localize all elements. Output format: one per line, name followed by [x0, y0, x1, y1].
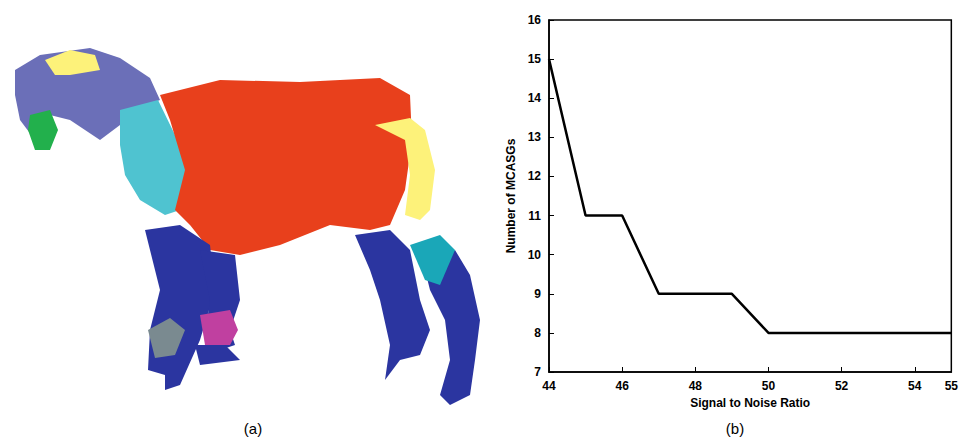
svg-text:11: 11	[528, 209, 541, 223]
svg-text:44: 44	[542, 379, 556, 393]
svg-text:55: 55	[945, 379, 959, 393]
svg-text:52: 52	[835, 379, 849, 393]
html-text:(a): (a)	[243, 420, 263, 437]
html-text:(b): (b)	[725, 420, 745, 437]
svg-text:46: 46	[615, 379, 629, 393]
svg-text:7: 7	[534, 365, 541, 379]
svg-text:48: 48	[689, 379, 703, 393]
svg-text:Number of MCASGs: Number of MCASGs	[504, 138, 518, 253]
svg-text:12: 12	[528, 169, 542, 183]
svg-text:10: 10	[528, 248, 542, 262]
svg-text:Signal to Noise Ratio: Signal to Noise Ratio	[690, 396, 810, 410]
svg-text:13: 13	[528, 130, 542, 144]
svg-text:15: 15	[528, 52, 542, 66]
svg-text:8: 8	[534, 326, 541, 340]
svg-text:50: 50	[762, 379, 776, 393]
svg-text:16: 16	[528, 13, 542, 27]
svg-text:54: 54	[908, 379, 922, 393]
svg-text:9: 9	[534, 287, 541, 301]
svg-text:14: 14	[528, 91, 542, 105]
